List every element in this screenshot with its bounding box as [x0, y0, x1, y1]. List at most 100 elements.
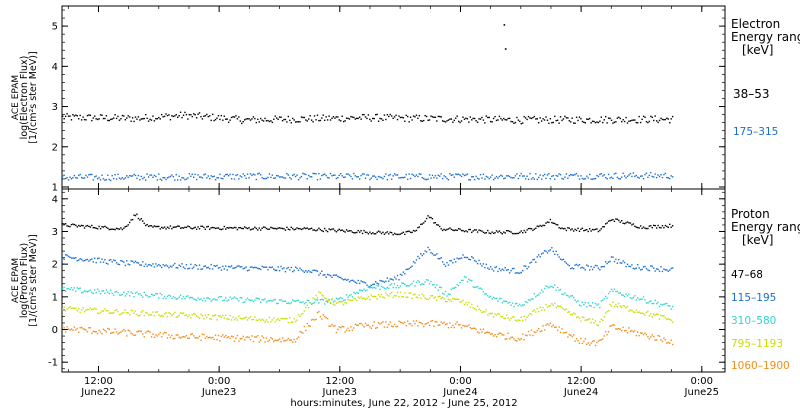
data-point	[239, 226, 242, 229]
data-point	[277, 118, 279, 121]
data-point	[168, 176, 170, 178]
data-point	[626, 295, 629, 297]
data-point	[511, 232, 514, 235]
data-point	[599, 173, 601, 176]
data-point	[481, 288, 483, 291]
data-point	[586, 319, 588, 321]
data-point	[326, 176, 329, 179]
data-point	[347, 230, 349, 232]
data-point	[214, 265, 217, 268]
data-point	[133, 261, 135, 264]
data-point	[159, 292, 161, 295]
data-point	[463, 230, 466, 233]
data-point	[575, 116, 578, 119]
data-point	[561, 177, 563, 180]
y-axis-label: log(Electron Flux)	[19, 56, 30, 140]
data-point	[363, 326, 365, 328]
data-point	[66, 326, 68, 328]
data-point	[331, 323, 333, 326]
data-point	[223, 268, 225, 270]
data-point	[425, 251, 428, 253]
data-point	[414, 175, 416, 178]
data-point	[385, 232, 387, 234]
data-point	[421, 293, 423, 296]
data-point	[73, 257, 76, 259]
data-point	[88, 327, 90, 329]
data-point	[85, 174, 87, 177]
data-point	[211, 299, 214, 301]
data-point	[72, 177, 74, 179]
data-point	[238, 340, 240, 342]
data-point	[223, 225, 225, 228]
data-point	[160, 226, 163, 229]
data-point	[101, 333, 103, 335]
data-point	[613, 121, 616, 123]
data-point	[268, 173, 271, 175]
data-point	[473, 327, 476, 330]
data-point	[578, 317, 581, 319]
data-point	[181, 312, 183, 314]
data-point	[169, 336, 172, 339]
data-point	[436, 177, 438, 179]
data-point	[287, 321, 290, 324]
data-point	[99, 261, 102, 263]
data-point	[401, 176, 403, 179]
data-point	[501, 268, 504, 270]
data-point	[251, 266, 253, 268]
data-point	[280, 176, 282, 178]
data-point	[133, 173, 135, 176]
data-point	[507, 175, 509, 177]
data-point	[647, 227, 649, 230]
data-point	[315, 299, 317, 301]
series-310-580	[62, 275, 674, 310]
data-point	[259, 301, 262, 303]
data-point	[476, 231, 479, 233]
data-point	[462, 254, 464, 256]
data-point	[460, 229, 463, 232]
data-point	[318, 227, 320, 229]
data-point	[439, 295, 441, 297]
data-point	[207, 297, 209, 299]
data-point	[96, 118, 99, 121]
data-point	[102, 328, 105, 331]
data-point	[172, 226, 175, 229]
data-point	[583, 229, 585, 232]
data-point	[639, 269, 642, 271]
data-point	[439, 257, 441, 260]
data-point	[181, 298, 183, 300]
data-point	[321, 298, 323, 301]
data-point	[599, 339, 601, 341]
data-point	[191, 267, 193, 270]
data-point	[117, 228, 119, 230]
data-point	[243, 175, 246, 177]
data-point	[187, 118, 189, 120]
data-point	[174, 311, 176, 314]
data-point	[519, 231, 521, 234]
data-point	[146, 312, 148, 314]
data-point	[508, 338, 511, 340]
data-point	[404, 176, 406, 178]
data-point	[110, 118, 112, 121]
data-point	[532, 177, 534, 179]
data-point	[373, 286, 375, 289]
data-point	[638, 311, 640, 313]
data-point	[104, 179, 106, 181]
data-point	[209, 298, 211, 300]
data-point	[268, 120, 271, 123]
data-point	[621, 120, 623, 123]
data-point	[142, 177, 144, 180]
data-point	[570, 173, 572, 176]
data-point	[252, 173, 255, 175]
data-point	[232, 173, 234, 176]
data-point	[78, 259, 80, 261]
data-point	[136, 291, 138, 293]
data-point	[533, 178, 536, 180]
data-point	[274, 298, 276, 301]
data-point	[440, 321, 442, 323]
data-point	[653, 313, 655, 315]
data-point	[85, 309, 87, 311]
data-point	[492, 316, 495, 318]
data-point	[529, 262, 531, 264]
data-point	[431, 217, 434, 220]
data-point	[618, 292, 620, 294]
